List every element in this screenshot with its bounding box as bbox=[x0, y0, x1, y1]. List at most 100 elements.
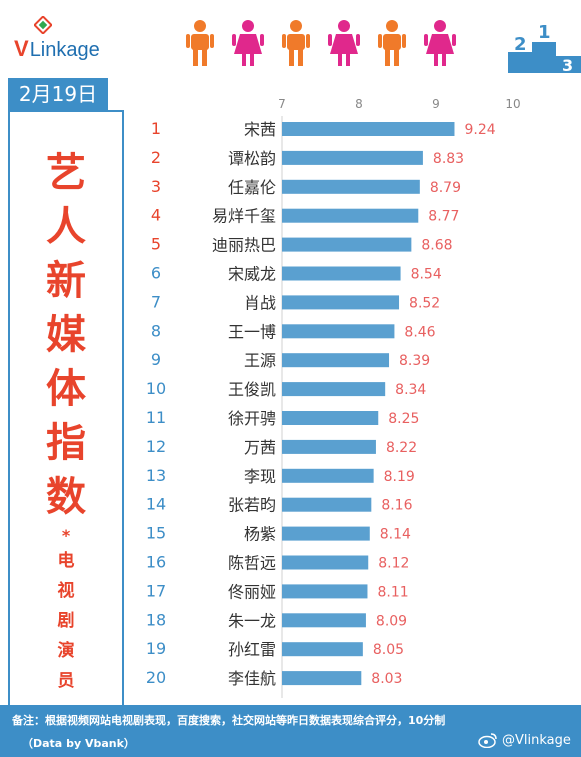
rank-label: 7 bbox=[151, 292, 161, 311]
bar bbox=[282, 353, 390, 368]
bar bbox=[282, 497, 372, 512]
value-label: 8.52 bbox=[409, 295, 440, 311]
title-char: 媒 bbox=[46, 312, 86, 358]
category-label: 李佳航 bbox=[228, 669, 276, 688]
rank-label: 6 bbox=[151, 264, 161, 283]
subtitle: 电 视 剧 演 员 bbox=[10, 546, 122, 696]
bar bbox=[282, 584, 368, 599]
value-label: 8.83 bbox=[433, 151, 464, 167]
bar bbox=[282, 613, 366, 628]
rank-label: 12 bbox=[146, 437, 166, 456]
category-label: 王一博 bbox=[228, 322, 276, 341]
category-label: 任嘉伦 bbox=[228, 178, 276, 197]
value-label: 8.16 bbox=[381, 498, 412, 514]
ranking-bar-chart: 7 8 9 10 1 宋茜 9.24 2 谭松韵 8.83 3 任嘉伦 8.79 4 易烊千玺 8.77 5 迪丽… bbox=[146, 97, 521, 698]
x-tick-label: 9 bbox=[432, 97, 440, 111]
category-label: 张若昀 bbox=[228, 496, 276, 515]
rank-label: 4 bbox=[151, 206, 161, 225]
footer-note: 备注：根据视频网站电视剧表现，百度搜索，社交网站等昨日数据表现综合评分，10分制 bbox=[12, 714, 446, 727]
bar bbox=[282, 555, 369, 570]
category-label: 佟丽娅 bbox=[228, 582, 276, 601]
rank-label: 13 bbox=[146, 466, 166, 485]
category-label: 万茜 bbox=[244, 438, 276, 457]
x-tick-label: 8 bbox=[355, 97, 363, 111]
rank-label: 1 bbox=[151, 119, 161, 138]
title-char: 体 bbox=[46, 366, 86, 412]
category-label: 陈哲远 bbox=[228, 554, 276, 573]
title-char: 指 bbox=[46, 420, 86, 466]
bar bbox=[282, 382, 386, 397]
category-label: 王源 bbox=[244, 351, 276, 370]
category-label: 宋茜 bbox=[244, 120, 276, 139]
value-label: 8.12 bbox=[378, 556, 409, 572]
title-panel: 艺 人 新 媒 体 指 数 * 电 视 剧 演 员 bbox=[8, 110, 124, 705]
title-char: 新 bbox=[46, 258, 86, 304]
rank-label: 9 bbox=[151, 350, 161, 369]
rank-label: 17 bbox=[146, 581, 166, 600]
x-tick-label: 10 bbox=[505, 97, 520, 111]
title-char: 艺 bbox=[46, 150, 86, 196]
value-label: 8.05 bbox=[373, 642, 404, 658]
rank-label: 3 bbox=[151, 177, 161, 196]
value-label: 8.68 bbox=[421, 238, 452, 254]
category-label: 谭松韵 bbox=[228, 149, 276, 168]
rank-label: 18 bbox=[146, 610, 166, 629]
subtitle-char: 员 bbox=[57, 671, 75, 691]
category-label: 迪丽热巴 bbox=[212, 236, 276, 255]
footer: 备注：根据视频网站电视剧表现，百度搜索，社交网站等昨日数据表现综合评分，10分制… bbox=[0, 705, 581, 757]
bar bbox=[282, 150, 423, 165]
value-label: 9.24 bbox=[464, 122, 495, 138]
category-label: 肖战 bbox=[244, 293, 276, 312]
subtitle-char: 视 bbox=[57, 581, 75, 601]
logo-v: V bbox=[14, 36, 29, 61]
title-char: 数 bbox=[46, 474, 86, 520]
bar bbox=[282, 122, 455, 136]
subtitle-char: 电 bbox=[57, 551, 75, 571]
bar bbox=[282, 295, 400, 310]
title-star: * bbox=[61, 526, 71, 545]
category-label: 王俊凯 bbox=[228, 380, 276, 399]
bar bbox=[282, 526, 370, 541]
bar bbox=[282, 411, 379, 425]
value-label: 8.03 bbox=[371, 671, 402, 687]
podium-label-3: 3 bbox=[562, 56, 573, 73]
bar bbox=[282, 237, 412, 252]
rank-label: 14 bbox=[146, 495, 166, 514]
value-label: 8.77 bbox=[428, 209, 459, 225]
x-tick-label: 7 bbox=[278, 97, 286, 111]
value-label: 8.14 bbox=[380, 527, 411, 543]
person-female-icon bbox=[232, 20, 264, 66]
date-label: 2月19日 bbox=[8, 78, 108, 110]
brand-handle: @Vlinkage bbox=[502, 732, 571, 748]
subtitle-char: 剧 bbox=[57, 611, 75, 631]
value-label: 8.34 bbox=[395, 382, 426, 398]
podium-label-2: 2 bbox=[514, 34, 527, 55]
bar bbox=[282, 642, 363, 657]
rank-label: 11 bbox=[146, 408, 166, 427]
value-label: 8.11 bbox=[377, 584, 408, 600]
bar bbox=[282, 671, 362, 686]
title-char: 人 bbox=[46, 204, 86, 250]
value-label: 8.79 bbox=[430, 180, 461, 196]
value-label: 8.09 bbox=[376, 613, 407, 629]
category-label: 杨紫 bbox=[244, 525, 276, 544]
person-female-icon bbox=[328, 20, 360, 66]
rank-label: 15 bbox=[146, 524, 166, 543]
value-label: 8.46 bbox=[404, 324, 435, 340]
bar bbox=[282, 468, 374, 483]
weibo-icon bbox=[478, 733, 497, 748]
bar bbox=[282, 266, 401, 281]
value-label: 8.22 bbox=[386, 440, 417, 456]
person-female-icon bbox=[424, 20, 456, 66]
logo-diamond-icon bbox=[34, 16, 52, 34]
bar bbox=[282, 324, 395, 339]
category-label: 徐开骋 bbox=[228, 409, 276, 428]
person-male-icon bbox=[186, 20, 214, 66]
rank-label: 16 bbox=[146, 553, 166, 572]
person-male-icon bbox=[282, 20, 310, 66]
bar bbox=[282, 208, 419, 223]
bar bbox=[282, 179, 420, 194]
person-male-icon bbox=[378, 20, 406, 66]
footer-brand: @Vlinkage bbox=[478, 732, 571, 748]
category-label: 李现 bbox=[244, 467, 276, 486]
